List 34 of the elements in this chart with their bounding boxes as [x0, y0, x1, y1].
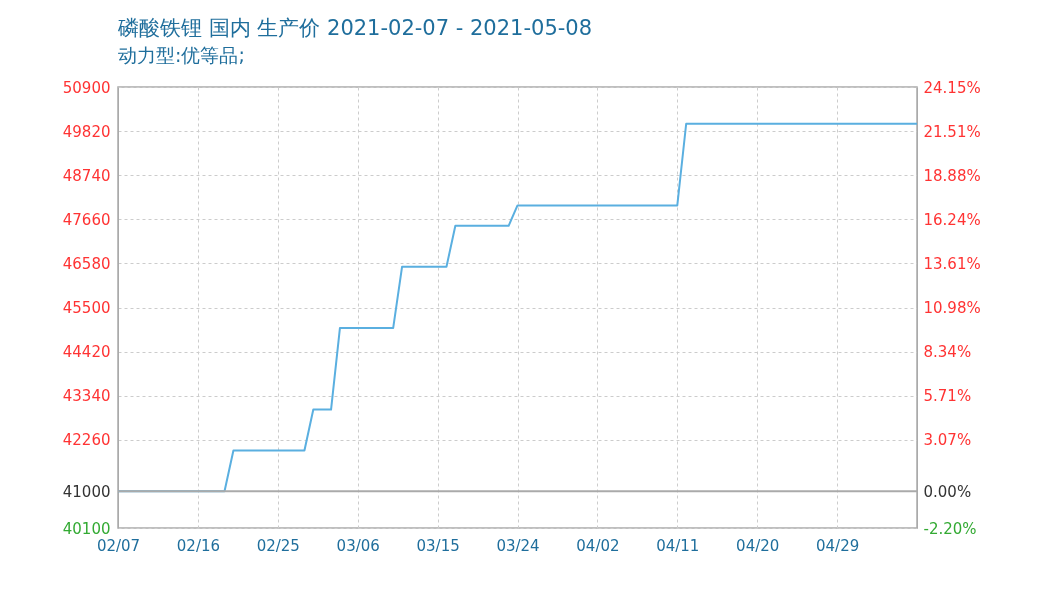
- y-tick-label: 44420: [62, 343, 111, 362]
- x-tick-label: 03/15: [416, 536, 460, 555]
- y-tick-label: 41000: [62, 482, 111, 501]
- x-tick-label: 04/02: [576, 536, 620, 555]
- y-tick-label: 48740: [62, 166, 111, 185]
- y2-tick-label: 8.34%: [923, 343, 972, 362]
- y2-tick-label: 24.15%: [923, 78, 981, 97]
- y2-tick-label: 13.61%: [923, 254, 981, 273]
- chart-subtitle: 动力型:优等品;: [118, 44, 245, 66]
- y2-tick-label: 0.00%: [923, 482, 972, 501]
- x-tick-label: 02/07: [96, 536, 141, 555]
- y2-tick-label: 18.88%: [923, 166, 981, 185]
- x-tick-label: 03/24: [496, 536, 540, 555]
- y2-tick-label: 21.51%: [923, 122, 981, 141]
- y-tick-label: 42260: [62, 431, 111, 450]
- y-tick-label: 45500: [62, 299, 111, 317]
- x-tick-label: 02/16: [176, 536, 221, 555]
- y2-tick-label: -2.20%: [923, 519, 977, 538]
- x-tick-label: 04/20: [736, 536, 780, 555]
- x-tick-label: 04/29: [815, 536, 860, 555]
- y-tick-label: 47660: [62, 210, 111, 229]
- x-tick-label: 02/25: [256, 536, 300, 555]
- y-tick-label: 49820: [62, 122, 111, 141]
- chart-title: 磷酸铁锂 国内 生产价 2021-02-07 - 2021-05-08: [117, 16, 593, 40]
- x-tick-label: 03/06: [336, 536, 380, 555]
- y2-tick-label: 16.24%: [923, 210, 981, 229]
- y-tick-label: 50900: [62, 78, 111, 97]
- y2-tick-label: 10.98%: [923, 298, 981, 317]
- y-tick-label: 40100: [62, 519, 111, 538]
- x-tick-label: 04/11: [656, 536, 700, 555]
- y2-tick-label: 3.07%: [923, 431, 972, 450]
- y-tick-label: 43340: [62, 387, 111, 406]
- y-tick-label: 46580: [62, 254, 111, 273]
- y2-tick-label: 5.71%: [923, 387, 972, 406]
